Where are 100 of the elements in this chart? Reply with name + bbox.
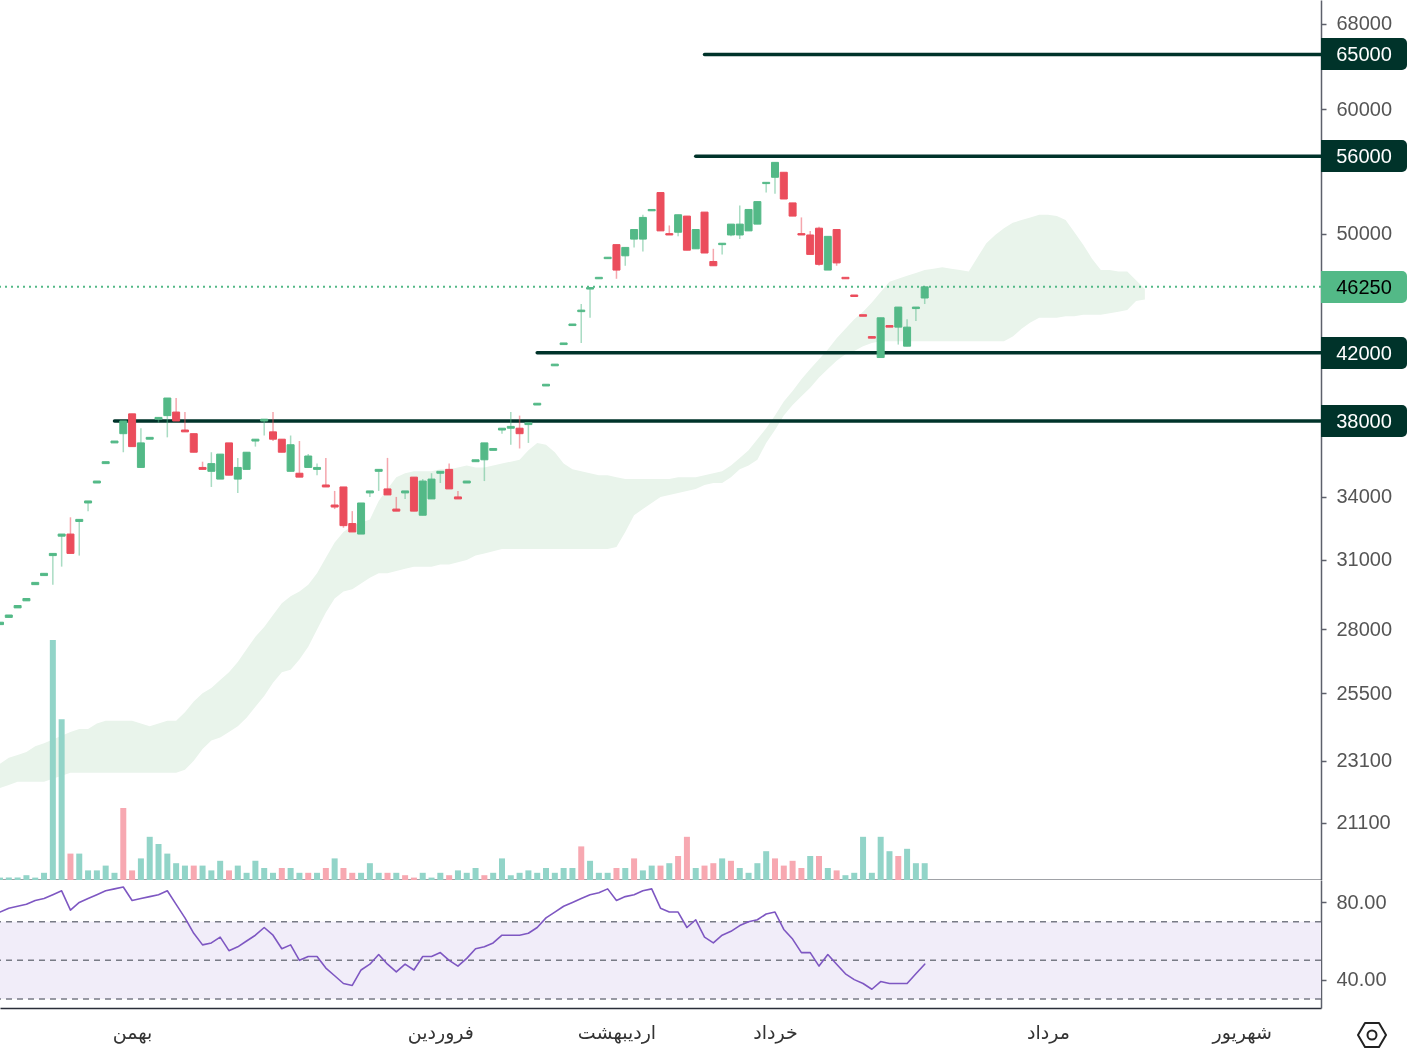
bar xyxy=(463,872,470,880)
bar xyxy=(631,858,638,880)
data-label: 42000 xyxy=(1321,336,1407,369)
bar xyxy=(666,863,673,880)
y-tick-label: 60000 xyxy=(1336,97,1393,120)
bar xyxy=(111,872,118,880)
bar xyxy=(41,872,48,880)
bar xyxy=(719,858,726,880)
bar xyxy=(129,870,136,880)
bar xyxy=(745,872,752,880)
bar xyxy=(648,865,655,880)
bar xyxy=(780,865,787,880)
bar xyxy=(490,872,497,880)
line-series xyxy=(0,886,926,991)
bar xyxy=(208,870,215,880)
y-tick-label: 31000 xyxy=(1336,548,1393,571)
candlestick xyxy=(911,306,920,322)
bar xyxy=(252,860,259,880)
data-label: 38000 xyxy=(1321,404,1407,437)
bar xyxy=(305,872,312,880)
bar xyxy=(454,870,461,880)
bar xyxy=(393,872,400,880)
x-tick-label: شهریور xyxy=(1211,1020,1272,1044)
bar xyxy=(912,863,919,880)
bar xyxy=(375,872,382,880)
bar xyxy=(543,868,550,880)
bar xyxy=(763,851,770,880)
data-label: 56000 xyxy=(1321,140,1407,173)
bar xyxy=(146,836,153,880)
bar xyxy=(816,856,823,880)
y-tick-label: 34000 xyxy=(1336,485,1393,508)
x-tick-label: فروردین xyxy=(407,1020,474,1044)
bar xyxy=(877,836,884,880)
bar xyxy=(181,865,188,880)
bar xyxy=(296,872,303,880)
bar xyxy=(807,856,814,880)
bar xyxy=(155,844,162,880)
x-tick-label: اردیبهشت xyxy=(577,1020,657,1044)
bar xyxy=(234,865,241,880)
bar xyxy=(921,863,928,880)
bar xyxy=(613,868,620,880)
candlestick xyxy=(189,433,198,453)
bar xyxy=(270,872,277,880)
y-tick-label: 23100 xyxy=(1336,749,1393,772)
bar xyxy=(340,868,347,880)
bar xyxy=(498,858,505,880)
bar xyxy=(199,865,206,880)
bar xyxy=(349,872,356,880)
bar xyxy=(578,846,585,880)
bar xyxy=(366,863,373,880)
bar xyxy=(507,875,514,880)
bar xyxy=(860,836,867,880)
bar xyxy=(225,870,232,880)
y-tick-label: 21100 xyxy=(1336,811,1391,834)
bar xyxy=(560,868,567,880)
bar xyxy=(904,848,911,880)
bar xyxy=(851,872,858,880)
bar xyxy=(402,875,409,880)
bar xyxy=(895,856,902,880)
bar xyxy=(472,868,479,880)
bar xyxy=(76,853,83,880)
bar xyxy=(261,868,268,880)
bar xyxy=(137,858,144,880)
bar xyxy=(314,872,321,880)
x-tick-label: مرداد xyxy=(1027,1020,1070,1044)
bar xyxy=(164,853,171,880)
bar xyxy=(657,865,664,880)
y-tick-label: 50000 xyxy=(1336,222,1393,245)
bar xyxy=(102,865,109,880)
bar xyxy=(525,870,532,880)
bar xyxy=(243,872,250,880)
bar xyxy=(736,868,743,880)
bar xyxy=(886,851,893,880)
bar xyxy=(833,870,840,880)
bar xyxy=(754,863,761,880)
data-label: 65000 xyxy=(1321,38,1407,71)
y-tick-label: 80.00 xyxy=(1336,890,1387,913)
bar xyxy=(701,865,708,880)
bar xyxy=(551,872,558,880)
bar xyxy=(287,868,294,880)
bar xyxy=(824,868,831,880)
bar xyxy=(692,868,699,880)
bar xyxy=(595,872,602,880)
bar xyxy=(675,856,682,880)
bar xyxy=(639,870,646,880)
bar xyxy=(481,875,488,880)
bar xyxy=(798,868,805,880)
bar xyxy=(358,872,365,880)
ref-line-label: 46250 xyxy=(1321,270,1407,303)
bar xyxy=(173,863,180,880)
candlestick xyxy=(762,181,771,194)
bar xyxy=(569,868,576,880)
bar xyxy=(771,858,778,880)
candlestick xyxy=(260,418,269,437)
bar xyxy=(85,870,92,880)
candlestick xyxy=(691,229,700,250)
bar xyxy=(49,640,56,880)
bar xyxy=(622,868,629,880)
bar xyxy=(789,860,796,880)
bar xyxy=(67,853,74,880)
